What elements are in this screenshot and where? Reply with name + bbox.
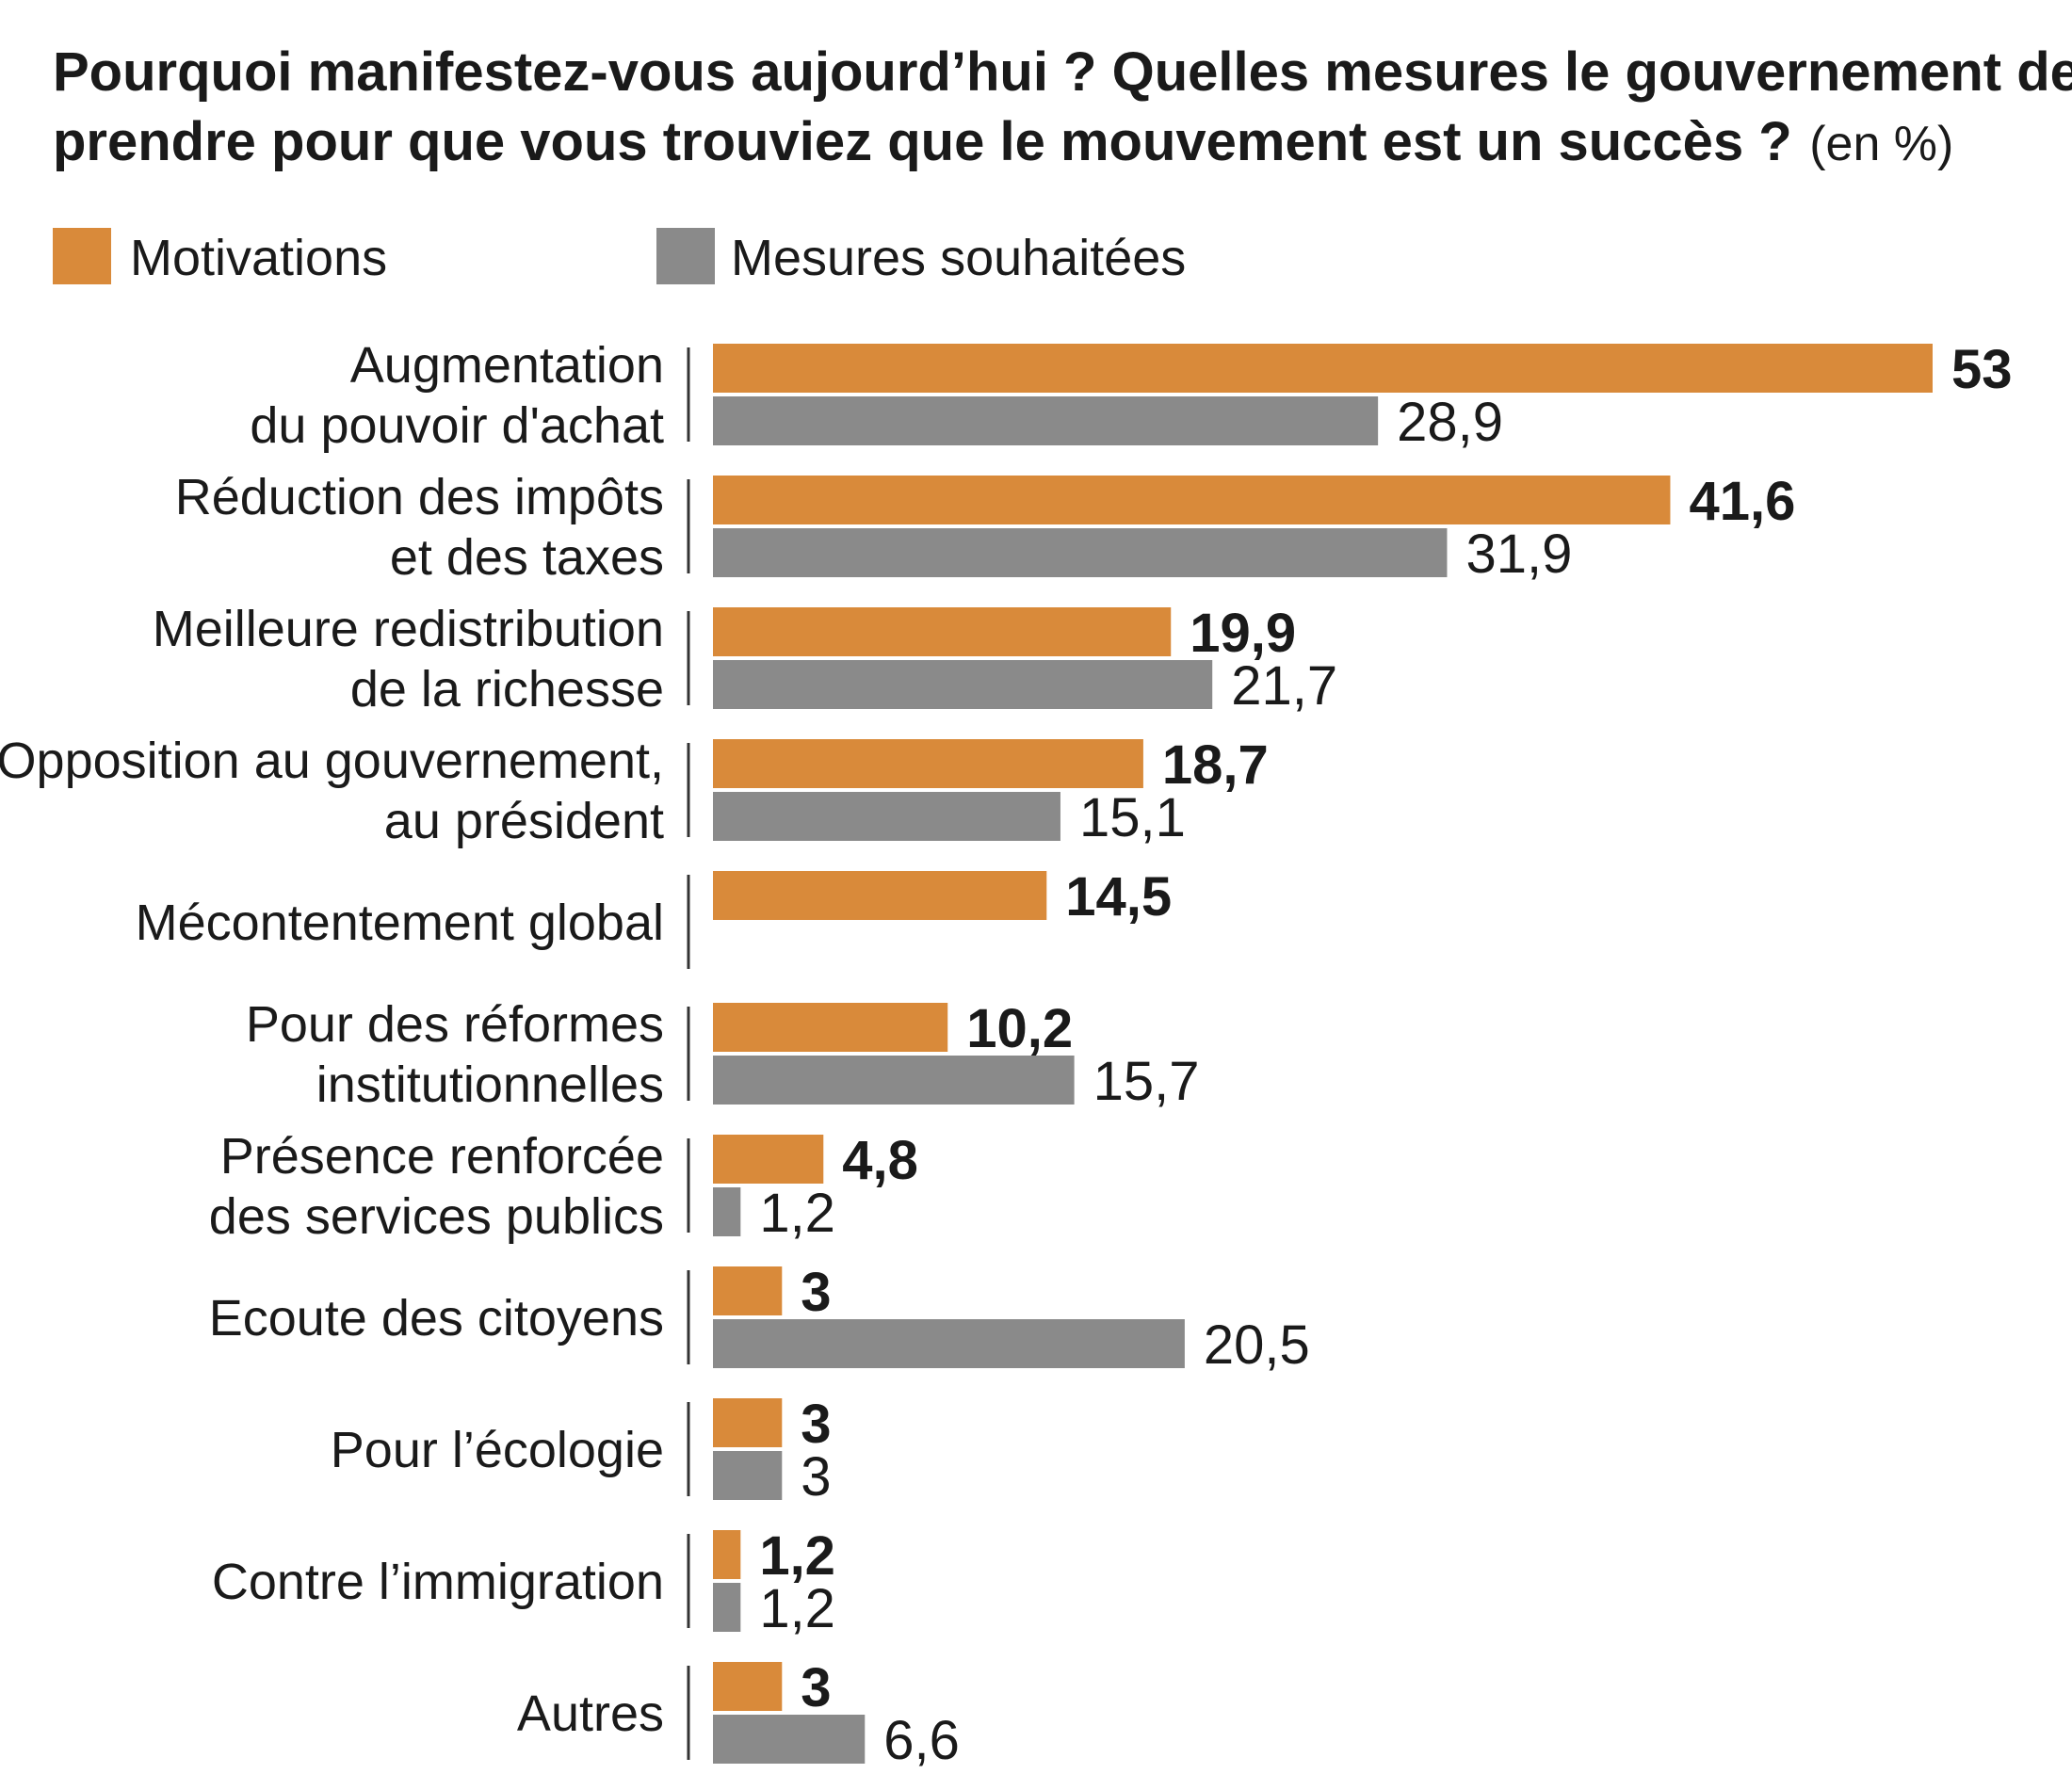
category-label: Ecoute des citoyens <box>209 1290 664 1347</box>
bar-motivations <box>713 1135 824 1184</box>
value-label-motivations: 3 <box>801 1657 831 1718</box>
category-label: Autres <box>517 1685 664 1742</box>
value-label-motivations: 53 <box>1951 339 2013 400</box>
category-row: Meilleure redistribution de la richesse 19… <box>153 601 1337 718</box>
bar-motivations <box>713 1003 948 1052</box>
category-label-line: institutionnelles <box>316 1056 664 1113</box>
legend-swatch-mesures <box>656 228 715 284</box>
category-row: Réduction des impôts et des taxes 41,6 31,9 <box>175 469 1796 586</box>
value-label-mesures: 20,5 <box>1204 1314 1310 1376</box>
value-label-mesures: 21,7 <box>1231 655 1337 717</box>
category-label: Pour des réformes institutionnelles <box>246 996 664 1113</box>
legend-label-mesures: Mesures souhaitées <box>731 230 1186 286</box>
category-label-line: Mécontentement global <box>136 895 664 951</box>
bar-motivations <box>713 1662 783 1711</box>
bar-mesures <box>713 660 1213 709</box>
bar-motivations <box>713 476 1671 524</box>
bar-mesures <box>713 1056 1075 1105</box>
legend-label-motivations: Motivations <box>130 230 387 286</box>
bar-motivations <box>713 1530 741 1579</box>
value-label-mesures: 1,2 <box>759 1578 835 1639</box>
value-label-motivations: 3 <box>801 1394 831 1455</box>
category-label: Mécontentement global <box>136 895 664 951</box>
category-label-line: de la richesse <box>350 661 664 718</box>
value-label-motivations: 19,9 <box>1190 603 1296 664</box>
category-row: Augmentation du pouvoir d'achat 53 28,9 <box>250 337 2012 454</box>
value-label-motivations: 14,5 <box>1065 866 1172 927</box>
value-label-motivations: 10,2 <box>966 998 1073 1059</box>
value-label-mesures: 15,1 <box>1079 787 1186 848</box>
bar-mesures <box>713 1451 783 1500</box>
category-label: Opposition au gouvernement, au président <box>0 733 664 849</box>
category-label: Présence renforcée des services publics <box>209 1128 664 1245</box>
bar-mesures <box>713 792 1060 841</box>
category-label-line: Pour des réformes <box>246 996 664 1053</box>
value-label-mesures: 1,2 <box>759 1183 835 1244</box>
bar-motivations <box>713 1398 783 1447</box>
bar-motivations <box>713 607 1172 656</box>
category-row: Pour des réformes institutionnelles 10,2 15… <box>246 996 1200 1113</box>
category-row: Mécontentement global 14,5 <box>136 866 1172 969</box>
value-label-motivations: 18,7 <box>1162 734 1269 796</box>
category-label-line: Autres <box>517 1685 664 1742</box>
category-label: Meilleure redistribution de la richesse <box>153 601 664 718</box>
category-label: Augmentation du pouvoir d'achat <box>250 337 664 454</box>
bar-motivations <box>713 344 1933 393</box>
category-row: Pour l’écologie 33 <box>331 1394 832 1508</box>
chart-title-line-1: Pourquoi manifestez-vous aujourd’hui ? Q… <box>53 41 2072 103</box>
value-label-motivations: 41,6 <box>1689 471 1795 532</box>
bar-mesures <box>713 1187 741 1236</box>
category-label-line: Ecoute des citoyens <box>209 1290 664 1347</box>
value-label-motivations: 3 <box>801 1262 831 1323</box>
category-row: Contre l’immigration 1,21,2 <box>212 1525 835 1639</box>
category-label: Pour l’écologie <box>331 1422 664 1478</box>
chart-title-line-2-text: prendre pour que vous trouviez que le mo… <box>53 111 1792 172</box>
value-label-mesures: 15,7 <box>1093 1051 1200 1112</box>
category-label-line: Réduction des impôts <box>175 469 664 525</box>
category-row: Opposition au gouvernement, au président 1… <box>0 733 1269 849</box>
category-label: Contre l’immigration <box>212 1554 664 1610</box>
category-label-line: du pouvoir d'achat <box>250 397 664 454</box>
category-label: Réduction des impôts et des taxes <box>175 469 664 586</box>
bar-mesures <box>713 1319 1185 1368</box>
category-label-line: Augmentation <box>350 337 664 394</box>
category-row: Ecoute des citoyens 3 20,5 <box>209 1262 1310 1376</box>
category-label-line: au président <box>384 793 664 849</box>
bar-motivations <box>713 1266 783 1315</box>
value-label-mesures: 6,6 <box>883 1710 960 1771</box>
bar-motivations <box>713 739 1143 788</box>
legend: Motivations Mesures souhaitées <box>53 228 1186 286</box>
plot-area: Augmentation du pouvoir d'achat 53 28,9 Rédu… <box>0 337 2013 1771</box>
legend-swatch-motivations <box>53 228 111 284</box>
category-row: Présence renforcée des services publics 4,… <box>209 1128 918 1245</box>
category-label-line: et des taxes <box>390 529 664 586</box>
category-label-line: des services publics <box>209 1188 664 1245</box>
chart-unit: (en %) <box>1809 117 1953 171</box>
value-label-mesures: 28,9 <box>1397 392 1503 453</box>
chart-title-line-2: prendre pour que vous trouviez que le mo… <box>53 111 1953 172</box>
value-label-motivations: 1,2 <box>759 1525 835 1587</box>
value-label-mesures: 3 <box>801 1446 831 1508</box>
bar-mesures <box>713 396 1379 445</box>
bar-mesures <box>713 528 1448 577</box>
category-label-line: Opposition au gouvernement, <box>0 733 664 789</box>
category-label-line: Pour l’écologie <box>331 1422 664 1478</box>
category-label-line: Meilleure redistribution <box>153 601 664 657</box>
bar-mesures <box>713 1715 866 1764</box>
category-label-line: Présence renforcée <box>220 1128 664 1185</box>
value-label-motivations: 4,8 <box>842 1130 918 1191</box>
value-label-mesures: 31,9 <box>1465 524 1572 585</box>
category-label-line: Contre l’immigration <box>212 1554 664 1610</box>
bar-mesures <box>713 1583 741 1632</box>
chart-title: Pourquoi manifestez-vous aujourd’hui ? Q… <box>53 41 2072 172</box>
category-row: Autres 3 6,6 <box>517 1657 960 1771</box>
bar-motivations <box>713 871 1047 920</box>
